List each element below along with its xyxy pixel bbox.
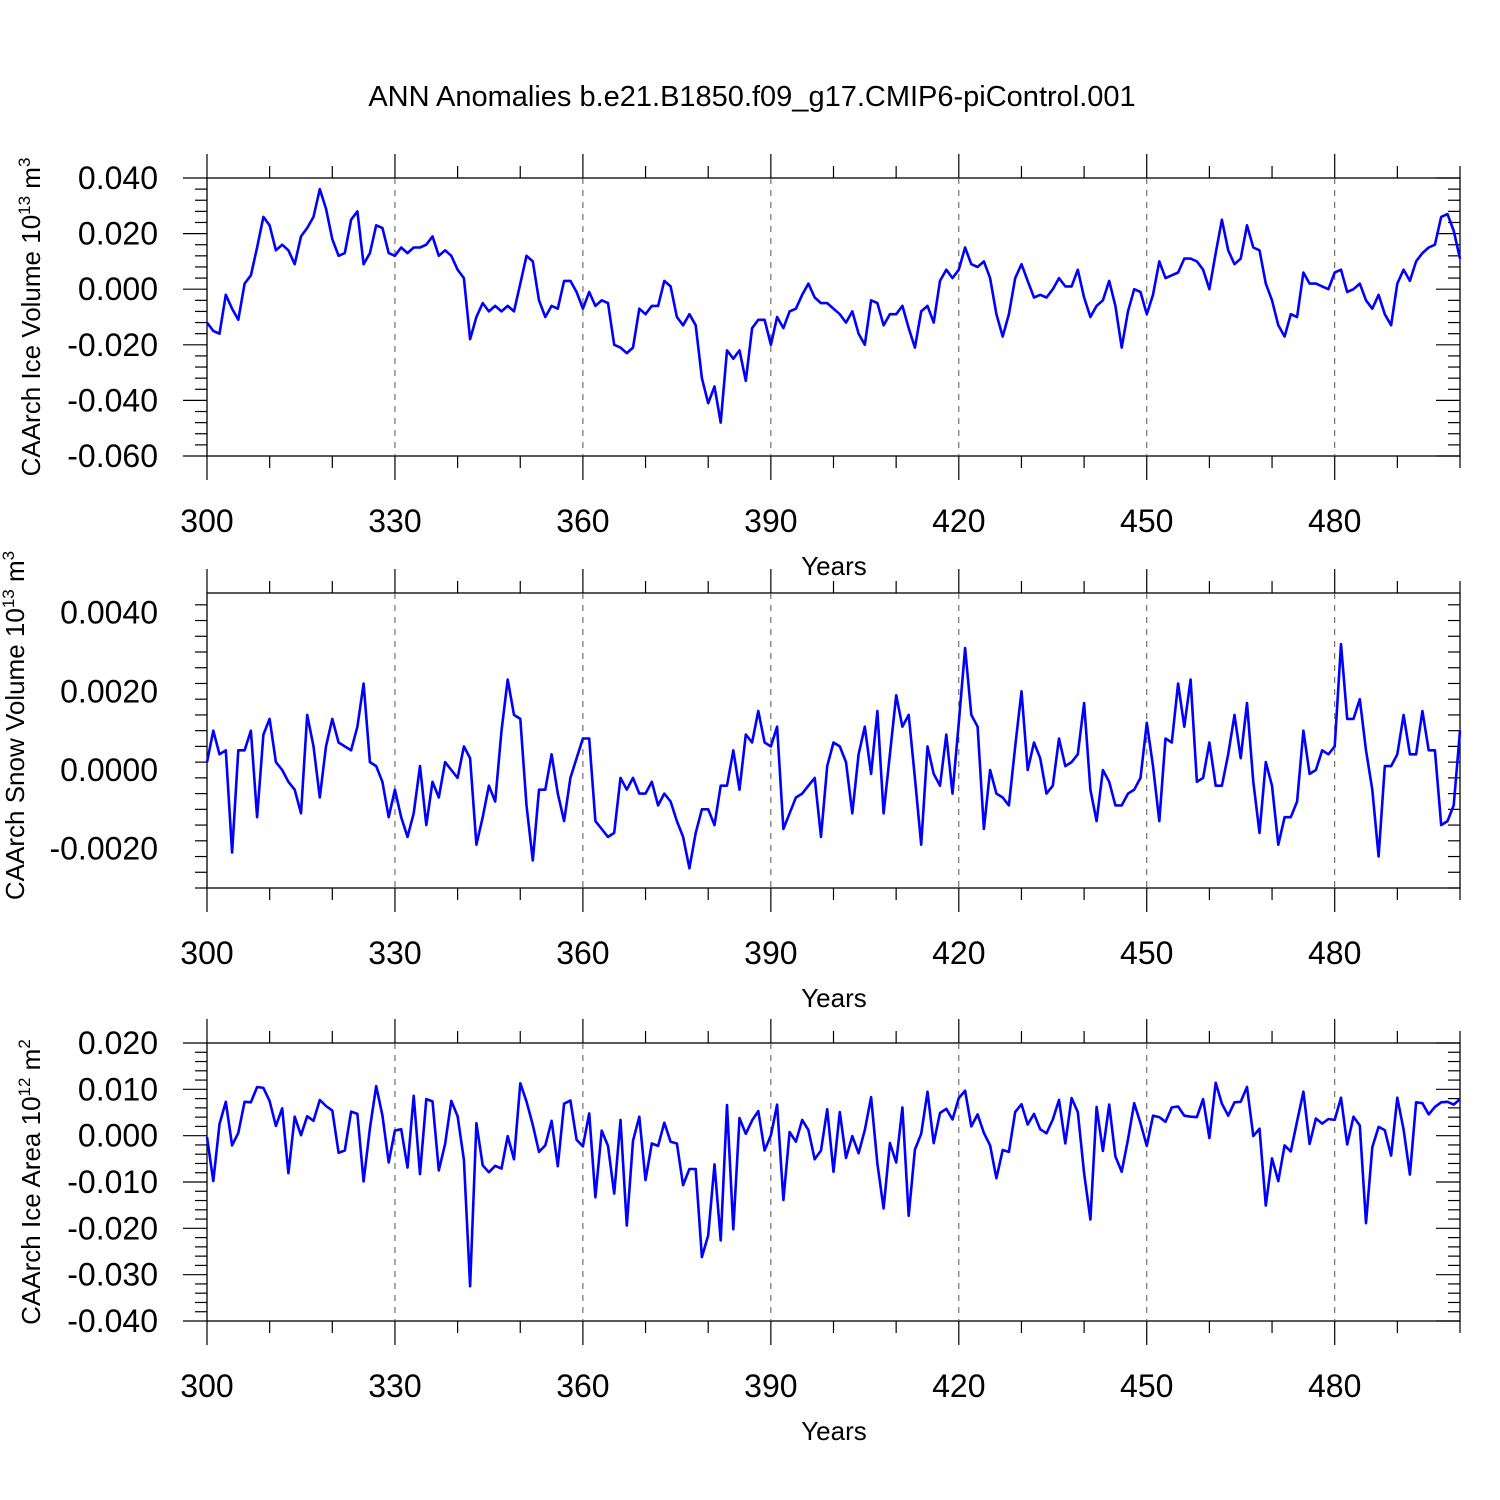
x-tick-label: 390: [744, 503, 797, 539]
panel-snow-volume: 300 330 360 390 420 450 480 Years -0.0020 0.0000 0…: [0, 551, 1462, 1013]
x-tick-label: 390: [744, 935, 797, 971]
x-tick-label: 420: [932, 1368, 985, 1404]
x-tick-label: 480: [1308, 1368, 1361, 1404]
y-tick-label: -0.010: [67, 1164, 158, 1200]
x-tick-label: 360: [556, 935, 609, 971]
x-tick-label: 330: [368, 503, 421, 539]
x-tick-label: 330: [368, 935, 421, 971]
x-tick-label: 300: [180, 935, 233, 971]
x-tick-label: 480: [1308, 935, 1361, 971]
y-tick-label: 0.0020: [60, 673, 158, 709]
y-tick-label: 0.000: [78, 1118, 158, 1154]
x-axis-label: Years: [801, 1416, 867, 1446]
x-tick-label: 450: [1120, 935, 1173, 971]
x-tick-label: 300: [180, 503, 233, 539]
panel-ice-volume: 300 330 360 390 420 450 480 Years -0.060 -0.040 -0…: [15, 154, 1462, 581]
series-line-ice-area: [205, 1081, 1461, 1288]
y-tick-label: 0.0040: [60, 595, 158, 631]
x-tick-label: 450: [1120, 1368, 1173, 1404]
x-tick-label: 360: [556, 503, 609, 539]
y-tick-label: -0.020: [67, 1210, 158, 1246]
y-tick-label: 0.020: [78, 1025, 158, 1061]
x-tick-label: 300: [180, 1368, 233, 1404]
figure-title: ANN Anomalies b.e21.B1850.f09_g17.CMIP6-…: [368, 81, 1135, 113]
y-axis-label: CAArch Ice Area 1012 m2: [15, 1039, 46, 1325]
y-tick-label: 0.0000: [60, 752, 158, 788]
x-tick-label: 390: [744, 1368, 797, 1404]
x-tick-label: 420: [932, 935, 985, 971]
series-line-snow-volume: [205, 642, 1462, 870]
y-axis-label: CAArch Snow Volume 1013 m3: [0, 551, 30, 900]
y-tick-label: -0.030: [67, 1257, 158, 1293]
y-tick-label: 0.020: [78, 216, 158, 252]
x-tick-label: 420: [932, 503, 985, 539]
x-tick-label: 480: [1308, 503, 1361, 539]
y-tick-label: 0.040: [78, 160, 158, 196]
x-tick-label: 330: [368, 1368, 421, 1404]
series-line-ice-volume: [205, 187, 1462, 424]
x-tick-label: 450: [1120, 503, 1173, 539]
y-axis-label: CAArch Ice Volume 1013 m3: [15, 158, 46, 477]
y-tick-label: -0.040: [67, 1303, 158, 1339]
x-axis-label: Years: [801, 983, 867, 1013]
y-tick-label: 0.000: [78, 271, 158, 307]
panel-ice-area: 300 330 360 390 420 450 480 Years -0.040 -0.030 -0…: [15, 1019, 1461, 1446]
x-axis-label: Years: [801, 551, 867, 581]
y-tick-label: 0.010: [78, 1071, 158, 1107]
x-tick-label: 360: [556, 1368, 609, 1404]
y-tick-label: -0.0020: [49, 831, 158, 867]
y-tick-label: -0.060: [67, 438, 158, 474]
y-tick-label: -0.020: [67, 327, 158, 363]
y-tick-label: -0.040: [67, 382, 158, 418]
